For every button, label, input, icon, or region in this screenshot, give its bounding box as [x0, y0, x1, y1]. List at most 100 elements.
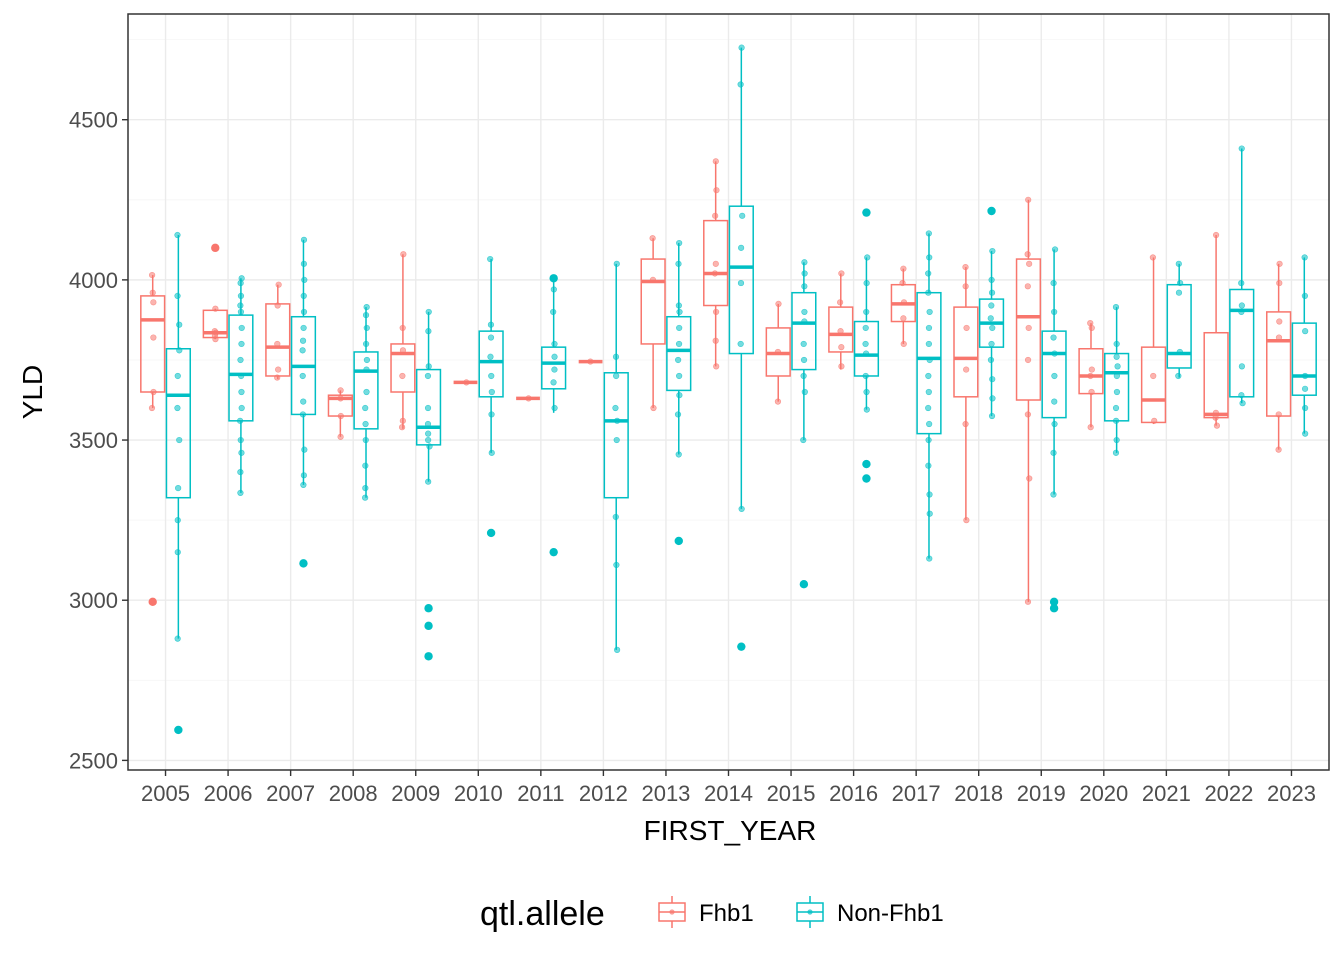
- data-point: [1051, 246, 1059, 253]
- data-point: [362, 420, 369, 428]
- outlier-point: [987, 206, 996, 216]
- box-iqr: [165, 348, 191, 499]
- outlier-point: [862, 208, 871, 217]
- box-Non-Fhb1-2011: [541, 274, 567, 557]
- box-iqr: [853, 320, 880, 377]
- x-tick-label: 2020: [1079, 781, 1128, 806]
- data-point: [738, 244, 745, 251]
- outlier-point: [1049, 597, 1059, 607]
- data-point: [713, 187, 720, 194]
- box-Fhb1-2006: [202, 243, 228, 340]
- box-iqr: [916, 291, 942, 435]
- x-axis-title: FIRST_YEAR: [644, 815, 817, 846]
- data-point: [551, 404, 558, 412]
- data-point: [1088, 366, 1095, 373]
- legend-label: Fhb1: [699, 900, 754, 927]
- data-point: [862, 340, 869, 348]
- box-iqr: [1166, 283, 1192, 369]
- data-point: [487, 353, 494, 360]
- x-tick-label: 2023: [1267, 781, 1316, 806]
- data-point: [1112, 404, 1120, 412]
- data-point: [675, 356, 682, 364]
- data-point: [174, 292, 181, 299]
- data-point: [1113, 353, 1120, 360]
- data-point: [398, 424, 406, 431]
- box-iqr: [541, 346, 567, 390]
- data-point: [800, 340, 807, 348]
- x-tick-label: 2006: [204, 781, 253, 806]
- data-point: [488, 372, 495, 380]
- box-Non-Fhb1-2017: [916, 233, 942, 559]
- data-point: [275, 366, 282, 373]
- legend-items: Fhb1 Non-Fhb1: [655, 895, 944, 929]
- data-point: [1238, 363, 1246, 370]
- data-point: [862, 324, 869, 332]
- outlier-point: [211, 243, 220, 253]
- y-tick-label: 3000: [69, 588, 118, 613]
- data-point: [424, 372, 432, 380]
- outlier-point: [424, 604, 433, 613]
- grid-major: [128, 14, 1329, 770]
- data-point: [963, 366, 970, 373]
- box-iqr: [603, 372, 629, 499]
- data-point: [487, 255, 494, 263]
- box-Fhb1-2014: [703, 161, 729, 367]
- data-point: [300, 324, 307, 332]
- data-point: [238, 340, 245, 348]
- data-point: [1302, 328, 1309, 335]
- data-point: [301, 446, 308, 453]
- x-tick-label: 2005: [141, 781, 190, 806]
- data-point: [1050, 334, 1057, 341]
- data-point: [925, 270, 932, 277]
- data-point: [675, 340, 683, 348]
- data-point: [174, 372, 181, 380]
- outlier-point: [862, 459, 871, 469]
- x-tick-label: 2011: [517, 781, 564, 806]
- box-Fhb1-2019: [1015, 199, 1042, 602]
- data-point: [1301, 385, 1309, 392]
- data-point: [174, 231, 181, 239]
- data-point: [989, 395, 996, 402]
- data-point: [926, 308, 933, 316]
- data-point: [674, 411, 682, 418]
- data-point: [712, 260, 719, 267]
- box-iqr: [828, 306, 854, 353]
- data-point: [614, 646, 621, 653]
- data-point: [963, 324, 970, 332]
- data-point: [1113, 388, 1121, 396]
- box-Non-Fhb1-2005: [165, 235, 191, 735]
- box-Non-Fhb1-2012: [603, 263, 629, 650]
- box-iqr: [1266, 311, 1292, 417]
- box-iqr: [791, 291, 817, 371]
- box-Fhb1-2015: [765, 303, 791, 402]
- data-point: [1213, 422, 1221, 429]
- box-iqr: [478, 330, 504, 398]
- box-iqr: [1291, 322, 1317, 396]
- data-point: [1302, 404, 1309, 412]
- data-point: [299, 372, 306, 380]
- x-tick-label: 2019: [1017, 781, 1066, 806]
- data-point: [424, 404, 432, 412]
- data-point: [362, 404, 369, 412]
- data-point: [926, 420, 933, 428]
- data-point: [551, 353, 558, 360]
- data-point: [1175, 289, 1183, 296]
- data-point: [488, 388, 495, 396]
- data-point: [900, 315, 907, 322]
- data-point: [299, 347, 306, 354]
- data-point: [1026, 260, 1033, 267]
- box-Fhb1-2008: [327, 390, 353, 437]
- y-axis-title: YLD: [17, 365, 48, 419]
- data-point: [174, 404, 181, 412]
- outlier-point: [862, 474, 871, 483]
- box-Non-Fhb1-2021: [1166, 263, 1192, 378]
- box-Non-Fhb1-2016: [853, 208, 880, 483]
- legend-key-point: [669, 909, 675, 915]
- data-point: [925, 324, 933, 332]
- box-Non-Fhb1-2006: [228, 278, 254, 493]
- data-point: [676, 324, 683, 332]
- box-iqr: [353, 351, 379, 430]
- box-Non-Fhb1-2007: [290, 239, 317, 568]
- data-point: [1238, 302, 1245, 309]
